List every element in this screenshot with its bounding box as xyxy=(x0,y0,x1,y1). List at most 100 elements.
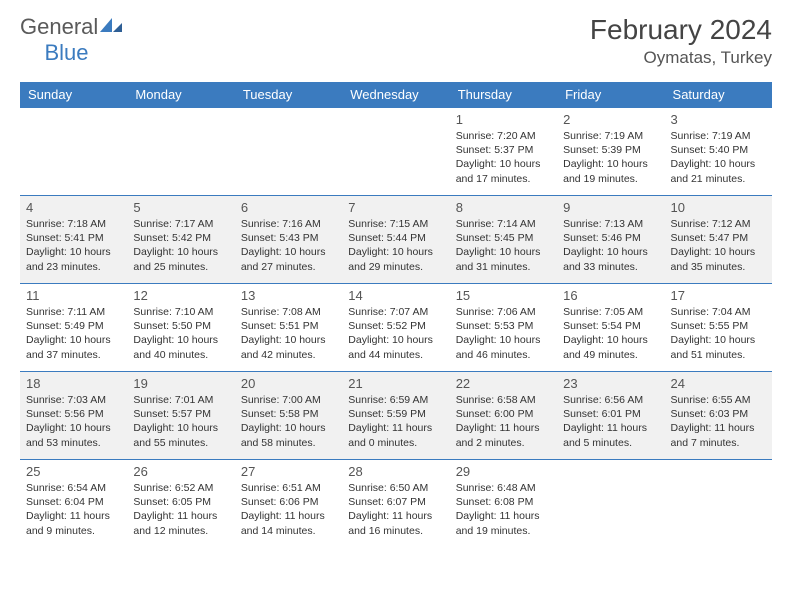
day-info: Sunrise: 7:01 AMSunset: 5:57 PMDaylight:… xyxy=(133,393,228,450)
day-info: Sunrise: 7:15 AMSunset: 5:44 PMDaylight:… xyxy=(348,217,443,274)
day-number: 13 xyxy=(241,288,336,303)
day-number: 8 xyxy=(456,200,551,215)
day-number: 23 xyxy=(563,376,658,391)
day-info: Sunrise: 7:10 AMSunset: 5:50 PMDaylight:… xyxy=(133,305,228,362)
day-number: 26 xyxy=(133,464,228,479)
day-number: 9 xyxy=(563,200,658,215)
logo-word-1: General xyxy=(20,14,98,39)
day-info: Sunrise: 7:13 AMSunset: 5:46 PMDaylight:… xyxy=(563,217,658,274)
day-number: 16 xyxy=(563,288,658,303)
calendar-day: 25 Sunrise: 6:54 AMSunset: 6:04 PMDayligh… xyxy=(20,460,127,548)
calendar-day: 20Sunrise: 7:00 AMSunset: 5:58 PMDayligh… xyxy=(235,372,342,460)
day-info: Sunrise: 6:56 AMSunset: 6:01 PMDaylight:… xyxy=(563,393,658,450)
day-number: 5 xyxy=(133,200,228,215)
day-number: 7 xyxy=(348,200,443,215)
day-info: Sunrise: 6:50 AMSunset: 6:07 PMDaylight:… xyxy=(348,481,443,538)
calendar-week: 18 Sunrise: 7:03 AMSunset: 5:56 PMDayligh… xyxy=(20,372,772,460)
day-info: Sunrise: 6:54 AMSunset: 6:04 PMDaylight:… xyxy=(26,481,121,538)
calendar-week: 1 Sunrise: 7:20 AMSunset: 5:37 PMDaylight… xyxy=(20,108,772,196)
location: Oymatas, Turkey xyxy=(590,48,772,68)
day-info: Sunrise: 6:52 AMSunset: 6:05 PMDaylight:… xyxy=(133,481,228,538)
calendar-day: 21 Sunrise: 6:59 AMSunset: 5:59 PMDayligh… xyxy=(342,372,449,460)
calendar-day-empty xyxy=(20,108,127,196)
calendar-day-empty xyxy=(665,460,772,548)
calendar-day: 24 Sunrise: 6:55 AMSunset: 6:03 PMDayligh… xyxy=(665,372,772,460)
logo-text: General Blue xyxy=(20,14,124,66)
weekday-header: Wednesday xyxy=(342,82,449,108)
weekday-header: Friday xyxy=(557,82,664,108)
calendar-week: 4Sunrise: 7:18 AMSunset: 5:41 PMDaylight… xyxy=(20,196,772,284)
day-info: Sunrise: 7:11 AMSunset: 5:49 PMDaylight:… xyxy=(26,305,121,362)
day-number: 17 xyxy=(671,288,766,303)
day-info: Sunrise: 6:59 AMSunset: 5:59 PMDaylight:… xyxy=(348,393,443,450)
calendar-day: 13 Sunrise: 7:08 AMSunset: 5:51 PMDayligh… xyxy=(235,284,342,372)
day-number: 25 xyxy=(26,464,121,479)
day-number: 15 xyxy=(456,288,551,303)
day-number: 10 xyxy=(671,200,766,215)
calendar-day: 22 Sunrise: 6:58 AMSunset: 6:00 PMDayligh… xyxy=(450,372,557,460)
calendar-day: 6 Sunrise: 7:16 AMSunset: 5:43 PMDaylight… xyxy=(235,196,342,284)
calendar-day: 8 Sunrise: 7:14 AMSunset: 5:45 PMDaylight… xyxy=(450,196,557,284)
calendar-day: 19 Sunrise: 7:01 AMSunset: 5:57 PMDayligh… xyxy=(127,372,234,460)
day-number: 18 xyxy=(26,376,121,391)
calendar-day: 7 Sunrise: 7:15 AMSunset: 5:44 PMDaylight… xyxy=(342,196,449,284)
day-info: Sunrise: 7:14 AMSunset: 5:45 PMDaylight:… xyxy=(456,217,551,274)
day-number: 21 xyxy=(348,376,443,391)
day-number: 19 xyxy=(133,376,228,391)
calendar-day: 28Sunrise: 6:50 AMSunset: 6:07 PMDayligh… xyxy=(342,460,449,548)
day-number: 14 xyxy=(348,288,443,303)
day-number: 20 xyxy=(241,376,336,391)
calendar-day: 1 Sunrise: 7:20 AMSunset: 5:37 PMDaylight… xyxy=(450,108,557,196)
day-info: Sunrise: 7:17 AMSunset: 5:42 PMDaylight:… xyxy=(133,217,228,274)
day-info: Sunrise: 7:12 AMSunset: 5:47 PMDaylight:… xyxy=(671,217,766,274)
calendar-head: SundayMondayTuesdayWednesdayThursdayFrid… xyxy=(20,82,772,108)
calendar-day: 18 Sunrise: 7:03 AMSunset: 5:56 PMDayligh… xyxy=(20,372,127,460)
day-number: 29 xyxy=(456,464,551,479)
day-info: Sunrise: 7:08 AMSunset: 5:51 PMDaylight:… xyxy=(241,305,336,362)
calendar-week: 25 Sunrise: 6:54 AMSunset: 6:04 PMDayligh… xyxy=(20,460,772,548)
day-info: Sunrise: 6:58 AMSunset: 6:00 PMDaylight:… xyxy=(456,393,551,450)
day-number: 6 xyxy=(241,200,336,215)
day-info: Sunrise: 6:55 AMSunset: 6:03 PMDaylight:… xyxy=(671,393,766,450)
day-info: Sunrise: 7:20 AMSunset: 5:37 PMDaylight:… xyxy=(456,129,551,186)
calendar-day: 26 Sunrise: 6:52 AMSunset: 6:05 PMDayligh… xyxy=(127,460,234,548)
day-number: 3 xyxy=(671,112,766,127)
day-info: Sunrise: 7:06 AMSunset: 5:53 PMDaylight:… xyxy=(456,305,551,362)
calendar-day: 12 Sunrise: 7:10 AMSunset: 5:50 PMDayligh… xyxy=(127,284,234,372)
calendar-day: 27 Sunrise: 6:51 AMSunset: 6:06 PMDayligh… xyxy=(235,460,342,548)
day-info: Sunrise: 7:07 AMSunset: 5:52 PMDaylight:… xyxy=(348,305,443,362)
calendar-table: SundayMondayTuesdayWednesdayThursdayFrid… xyxy=(20,82,772,548)
month-title: February 2024 xyxy=(590,14,772,46)
day-info: Sunrise: 7:16 AMSunset: 5:43 PMDaylight:… xyxy=(241,217,336,274)
calendar-day: 29Sunrise: 6:48 AMSunset: 6:08 PMDayligh… xyxy=(450,460,557,548)
calendar-day-empty xyxy=(557,460,664,548)
calendar-day-empty xyxy=(127,108,234,196)
weekday-header: Saturday xyxy=(665,82,772,108)
calendar-day: 14 Sunrise: 7:07 AMSunset: 5:52 PMDayligh… xyxy=(342,284,449,372)
calendar-week: 11 Sunrise: 7:11 AMSunset: 5:49 PMDayligh… xyxy=(20,284,772,372)
day-number: 27 xyxy=(241,464,336,479)
weekday-header: Thursday xyxy=(450,82,557,108)
calendar-day: 9 Sunrise: 7:13 AMSunset: 5:46 PMDaylight… xyxy=(557,196,664,284)
header: General Blue February 2024 Oymatas, Turk… xyxy=(20,14,772,68)
day-number: 1 xyxy=(456,112,551,127)
day-info: Sunrise: 7:03 AMSunset: 5:56 PMDaylight:… xyxy=(26,393,121,450)
day-number: 22 xyxy=(456,376,551,391)
day-number: 12 xyxy=(133,288,228,303)
calendar-day-empty xyxy=(342,108,449,196)
day-number: 2 xyxy=(563,112,658,127)
calendar-day: 23 Sunrise: 6:56 AMSunset: 6:01 PMDayligh… xyxy=(557,372,664,460)
calendar-day: 3Sunrise: 7:19 AMSunset: 5:40 PMDaylight… xyxy=(665,108,772,196)
calendar-day: 5 Sunrise: 7:17 AMSunset: 5:42 PMDaylight… xyxy=(127,196,234,284)
weekday-header: Tuesday xyxy=(235,82,342,108)
calendar-day: 15 Sunrise: 7:06 AMSunset: 5:53 PMDayligh… xyxy=(450,284,557,372)
calendar-body: 1 Sunrise: 7:20 AMSunset: 5:37 PMDaylight… xyxy=(20,108,772,548)
calendar-day: 16Sunrise: 7:05 AMSunset: 5:54 PMDayligh… xyxy=(557,284,664,372)
weekday-header: Monday xyxy=(127,82,234,108)
day-number: 24 xyxy=(671,376,766,391)
weekday-header: Sunday xyxy=(20,82,127,108)
day-number: 11 xyxy=(26,288,121,303)
calendar-day: 2Sunrise: 7:19 AMSunset: 5:39 PMDaylight… xyxy=(557,108,664,196)
day-info: Sunrise: 6:51 AMSunset: 6:06 PMDaylight:… xyxy=(241,481,336,538)
logo: General Blue xyxy=(20,14,124,66)
